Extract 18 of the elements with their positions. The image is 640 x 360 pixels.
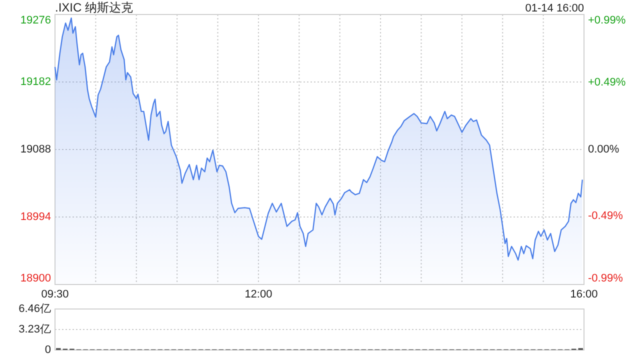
- y2-tick-label: -0.49%: [588, 210, 624, 222]
- y-tick-label: 6.46亿: [18, 302, 51, 315]
- x-tick-label: 12:00: [244, 288, 272, 300]
- y-tick-label: 18900: [20, 272, 51, 284]
- y-tick-label: 19182: [20, 76, 51, 88]
- y-tick-label: 0: [44, 344, 51, 356]
- y-tick-label: 3.23亿: [18, 323, 51, 336]
- y2-tick-label: 0.00%: [588, 143, 620, 156]
- x-tick-label: 09:30: [41, 288, 69, 300]
- y-tick-label: 19088: [20, 143, 51, 156]
- chart-title: .IXIC 纳斯达克: [55, 0, 134, 14]
- annotation: 01-14 16:00: [525, 2, 584, 14]
- y2-tick-label: +0.49%: [588, 76, 626, 89]
- y-tick-label: 18994: [20, 210, 51, 223]
- y2-tick-label: +0.99%: [588, 14, 626, 26]
- x-tick-label: 16:00: [570, 288, 598, 300]
- y-tick-label: 19276: [20, 14, 51, 26]
- y2-tick-label: -0.99%: [588, 272, 624, 284]
